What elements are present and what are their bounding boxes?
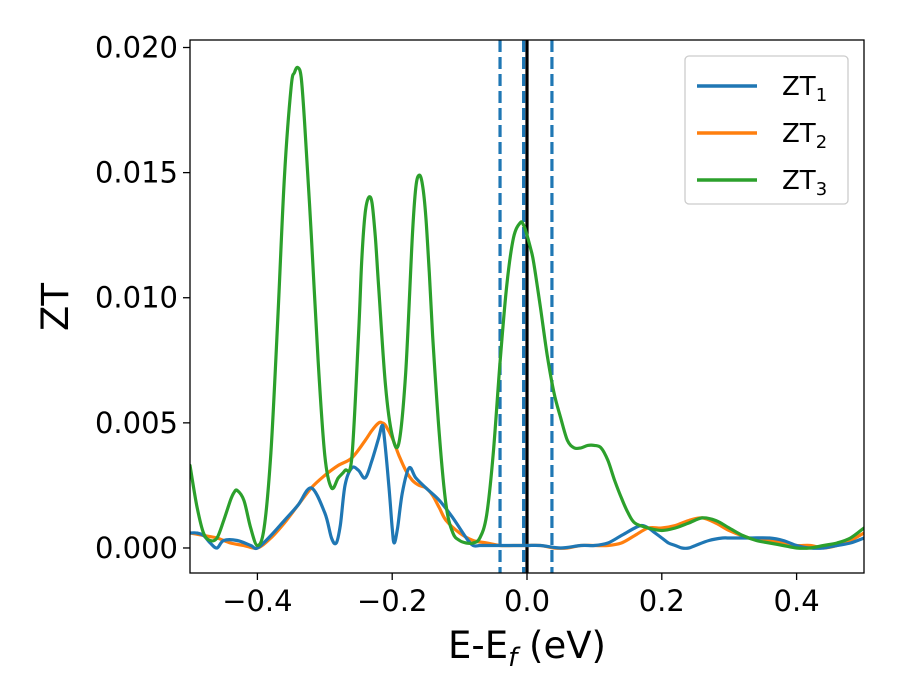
x-axis-label: E-Ef (eV)	[448, 624, 606, 673]
y-tick-label: 0.020	[95, 31, 178, 65]
y-tick-label: 0.005	[95, 406, 178, 440]
x-tick-label: −0.2	[357, 584, 427, 618]
legend-label-subscript: 3	[816, 179, 827, 200]
x-axis-label-main: E-E	[448, 624, 508, 667]
legend-label-zt2: ZT2	[782, 119, 827, 153]
x-tick-label: −0.4	[222, 584, 292, 618]
y-tick-label: 0.000	[95, 531, 178, 565]
legend-label-subscript: 1	[816, 85, 827, 106]
series-line-zt3	[190, 65, 864, 550]
legend-box	[684, 55, 849, 205]
legend-label-subscript: 2	[816, 132, 827, 153]
x-tick-label: 0.2	[639, 584, 685, 618]
legend-label-zt1: ZT1	[782, 72, 827, 106]
legend-label-zt3: ZT3	[782, 166, 827, 200]
series-lines	[190, 65, 864, 551]
x-axis-label-unit: (eV)	[517, 624, 606, 667]
legend-label-main: ZT	[782, 72, 816, 102]
y-tick-label: 0.015	[95, 156, 178, 190]
x-tick-label: 0.0	[504, 584, 550, 618]
legend-label-main: ZT	[782, 119, 816, 149]
x-axis-ticks: −0.4 −0.2 0.0 0.2 0.4	[222, 573, 820, 618]
y-tick-label: 0.010	[95, 281, 178, 315]
y-axis-ticks: 0.000 0.005 0.010 0.015 0.020	[95, 31, 190, 565]
legend-label-main: ZT	[782, 166, 816, 196]
series-line-zt2	[190, 420, 864, 550]
x-tick-label: 0.4	[774, 584, 820, 618]
series-line-zt1	[190, 423, 864, 551]
vertical-reference-lines	[498, 40, 554, 573]
y-axis-label: ZT	[34, 283, 77, 331]
